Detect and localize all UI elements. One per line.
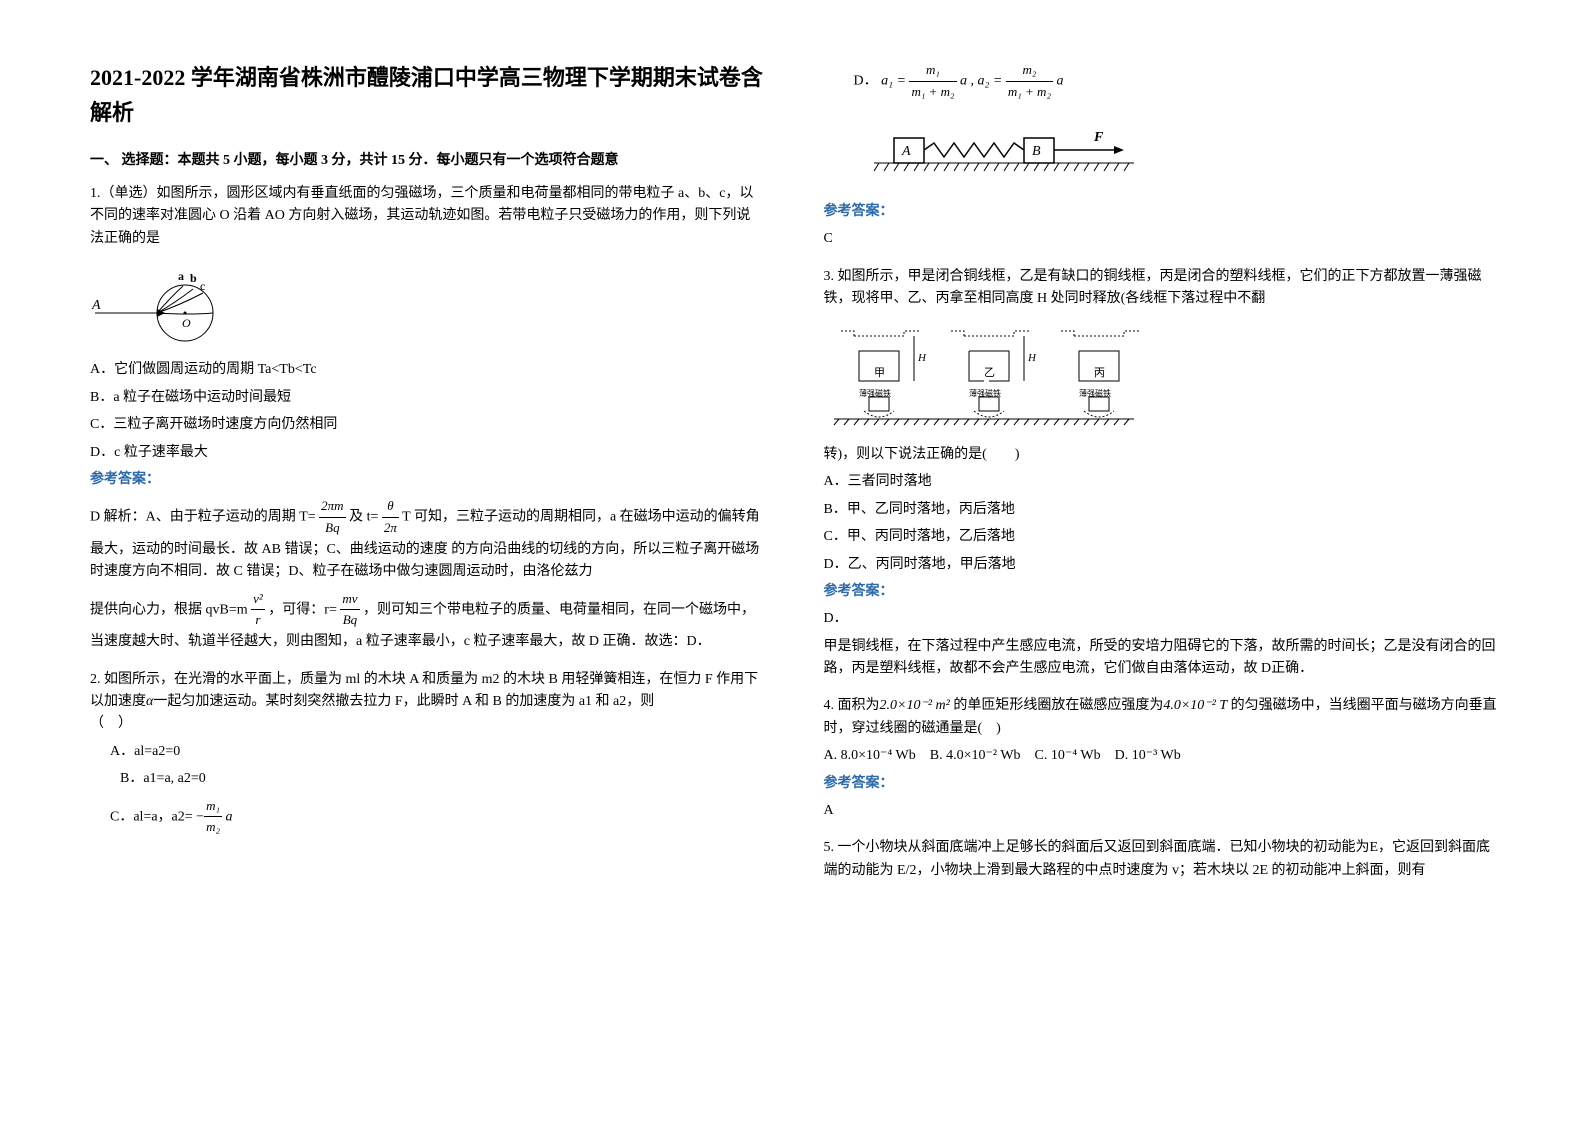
q1-explain-1: D 解析：A、由于粒子运动的周期 T= 2πmBq 及 t= θ2π T 可知，… [90,496,764,583]
svg-text:c: c [200,279,205,293]
svg-text:O: O [182,316,191,330]
q4-optD: D. 10⁻³ Wb [1115,748,1181,763]
q1-optA: A．它们做圆周运动的周期 Ta<Tb<Tc [90,359,764,381]
svg-text:甲: 甲 [874,367,885,379]
q1-optD: D．c 粒子速率最大 [90,442,764,464]
q3-answer: D． [824,608,1498,630]
q5-stem: 5. 一个小物块从斜面底端冲上足够长的斜面后又返回到斜面底端．已知小物块的初动能… [824,837,1498,882]
q1-optB: B．a 粒子在磁场中运动时间最短 [90,387,764,409]
q3-diagram: 甲 薄强磁铁 H 乙 薄强磁铁 H 丙 薄强磁铁 [824,321,1144,431]
q3-explain: 甲是铜线框，在下落过程中产生感应电流，所受的安培力阻碍它的下落，故所需的时间长；… [824,636,1498,681]
q3-optA: A．三者同时落地 [824,471,1498,493]
q4-B: 4.0×10⁻² T [1163,698,1227,713]
q2-answer: C [824,228,1498,250]
svg-text:乙: 乙 [984,366,995,379]
question-4: 4. 面积为2.0×10⁻² m² 的单匝矩形线圈放在磁感应强度为4.0×10⁻… [824,695,1498,822]
frac-theta-2pi: θ2π [382,496,399,539]
q3-stem2: 转)，则以下说法正确的是( ) [824,444,1498,466]
left-column: 2021-2022 学年湖南省株洲市醴陵浦口中学高三物理下学期期末试卷含解析 一… [90,60,764,1062]
svg-text:H: H [917,352,927,364]
q1-explain-prefix2: 提供向心力，根据 qvB=m [90,602,248,617]
q2-diagram: A B F [864,113,1144,183]
svg-text:A: A [901,144,911,159]
q2-optD: D． a₁ = m₁m₁ + m₂ a , a₂ = m₂m₁ + m₂ a [824,60,1498,103]
frac-2pim-bq: 2πmBq [319,496,345,539]
frac-a1: m₁m₁ + m₂ [909,60,956,103]
svg-text:b: b [190,271,197,285]
q4-optB: B. 4.0×10⁻² Wb [930,748,1021,763]
q2-optC-prefix: C．al=a，a2= [110,809,193,824]
question-2-cont: D． a₁ = m₁m₁ + m₂ a , a₂ = m₂m₁ + m₂ a A… [824,60,1498,251]
q4-options: A. 8.0×10⁻⁴ Wb B. 4.0×10⁻² Wb C. 10⁻⁴ Wb… [824,745,1498,767]
q2-optA: A．al=a2=0 [90,741,764,763]
question-2: 2. 如图所示，在光滑的水平面上，质量为 ml 的木块 A 和质量为 m2 的木… [90,669,764,839]
q2-answer-label: 参考答案： [824,201,1498,223]
exam-title: 2021-2022 学年湖南省株洲市醴陵浦口中学高三物理下学期期末试卷含解析 [90,60,764,130]
q3-optD: D．乙、丙同时落地，甲后落地 [824,554,1498,576]
q4-area: 2.0×10⁻² m² [880,698,950,713]
q1-diagram: A a b c O [90,263,230,343]
q2-optB: B．a1=a, a2=0 [90,768,764,790]
q4-optA: A. 8.0×10⁻⁴ Wb [824,748,916,763]
right-column: D． a₁ = m₁m₁ + m₂ a , a₂ = m₂m₁ + m₂ a A… [824,60,1498,1062]
q1-explain-mid1: 及 t= [349,510,378,525]
svg-text:B: B [1032,144,1041,159]
q3-optB: B．甲、乙同时落地，丙后落地 [824,499,1498,521]
q4-stem: 4. 面积为2.0×10⁻² m² 的单匝矩形线圈放在磁感应强度为4.0×10⁻… [824,695,1498,740]
svg-text:薄强磁铁: 薄强磁铁 [969,388,1001,398]
q2-stem: 2. 如图所示，在光滑的水平面上，质量为 ml 的木块 A 和质量为 m2 的木… [90,669,764,736]
q1-optC: C．三粒子离开磁场时速度方向仍然相同 [90,414,764,436]
section-heading: 一、 选择题：本题共 5 小题，每小题 3 分，共计 15 分．每小题只有一个选… [90,150,764,172]
svg-text:丙: 丙 [1094,367,1105,379]
q3-answer-label: 参考答案： [824,581,1498,603]
q4-stem-mid: 的单匝矩形线圈放在磁感应强度为 [950,698,1164,713]
question-3: 3. 如图所示，甲是闭合铜线框，乙是有缺口的铜线框，丙是闭合的塑料线框，它们的正… [824,266,1498,681]
question-5: 5. 一个小物块从斜面底端冲上足够长的斜面后又返回到斜面底端．已知小物块的初动能… [824,837,1498,882]
frac-a2: m₂m₁ + m₂ [1006,60,1053,103]
q4-answer: A [824,800,1498,822]
question-1: 1.（单选）如图所示，圆形区域内有垂直纸面的匀强磁场，三个质量和电荷量都相同的带… [90,183,764,654]
q4-answer-label: 参考答案： [824,773,1498,795]
q1-explain-2: 提供向心力，根据 qvB=m v²r ，可得：r= mvBq ，则可知三个带电粒… [90,589,764,654]
q1-explain-mid3: ，可得：r= [268,602,337,617]
q1-explain-prefix: D 解析：A、由于粒子运动的周期 T= [90,510,316,525]
frac-v2-r: v²r [251,589,265,632]
svg-text:H: H [1027,352,1037,364]
svg-text:薄强磁铁: 薄强磁铁 [1079,388,1111,398]
svg-text:F: F [1093,130,1104,145]
q3-stem: 3. 如图所示，甲是闭合铜线框，乙是有缺口的铜线框，丙是闭合的塑料线框，它们的正… [824,266,1498,311]
q1-answer-label: 参考答案： [90,469,764,491]
q1-stem: 1.（单选）如图所示，圆形区域内有垂直纸面的匀强磁场，三个质量和电荷量都相同的带… [90,183,764,250]
q2-optC: C．al=a，a2= −m₁m₂ a [90,796,764,839]
frac-mv-bq: mvBq [340,589,359,632]
q3-optC: C．甲、丙同时落地，乙后落地 [824,526,1498,548]
q2-optD-prefix: D． [854,74,878,89]
frac-m1-m2: m₁m₂ [204,796,222,839]
q4-optC: C. 10⁻⁴ Wb [1035,748,1101,763]
q2-stem2: 一起匀加速运动。某时刻突然撤去拉力 F，此瞬时 A 和 B 的加速度为 a1 和… [90,694,766,731]
svg-text:A: A [91,298,101,313]
svg-text:薄强磁铁: 薄强磁铁 [859,388,891,398]
svg-text:a: a [178,269,184,283]
q4-stem-prefix: 4. 面积为 [824,698,880,713]
